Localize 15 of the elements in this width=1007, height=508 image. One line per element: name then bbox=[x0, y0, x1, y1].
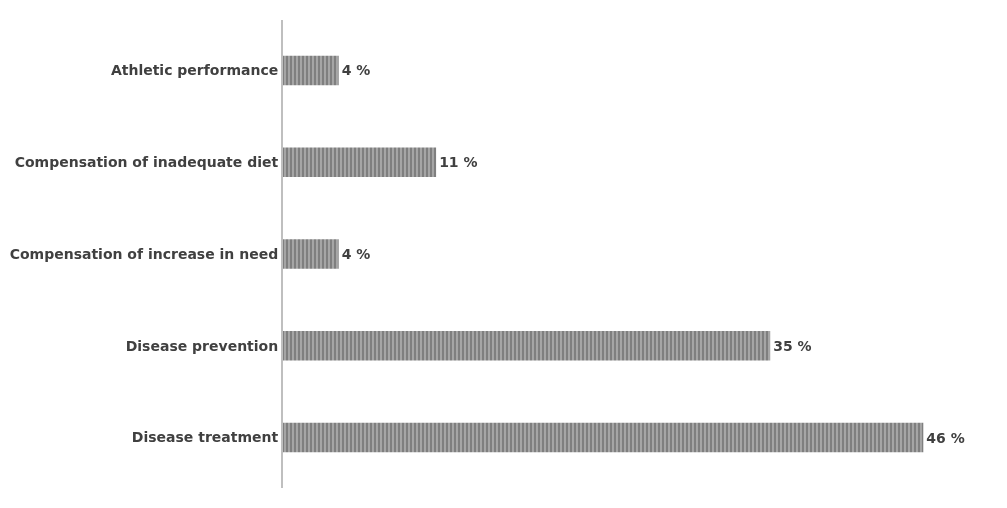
data-label: 4 % bbox=[341, 246, 371, 262]
bar bbox=[283, 422, 924, 453]
bar bbox=[283, 147, 437, 177]
data-label: 4 % bbox=[341, 62, 371, 79]
y-tick-label: Compensation of inadequate diet bbox=[14, 154, 279, 171]
bar bbox=[283, 331, 771, 361]
bar bbox=[283, 239, 339, 269]
data-label: 11 % bbox=[439, 154, 478, 171]
data-label: 35 % bbox=[773, 337, 812, 354]
y-tick-label: Disease prevention bbox=[125, 337, 279, 354]
y-tick-label: Disease treatment bbox=[131, 429, 279, 446]
bar bbox=[283, 55, 339, 86]
data-label: 46 % bbox=[926, 429, 965, 446]
y-tick-label: Compensation of increase in need bbox=[9, 245, 279, 262]
y-tick-label: Athletic performance bbox=[110, 62, 279, 79]
